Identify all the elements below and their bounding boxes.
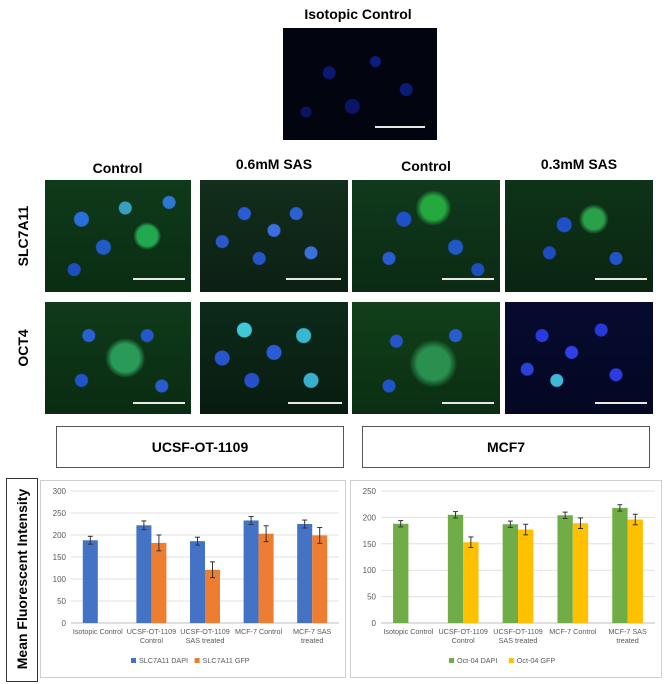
bar [297, 524, 313, 623]
x-tick-label: MCF-7 SAS [293, 627, 332, 636]
bar [463, 542, 479, 623]
scale-bar [288, 402, 342, 404]
y-tick-label: 200 [53, 531, 67, 540]
micrograph-oct4-sas-mcf7 [505, 302, 653, 414]
chart-slc7a11: 0 50 100 150 200 250 300 Isotopic Control UCSF-O… [53, 487, 339, 665]
x-tick-label: MCF-7 SAS [608, 627, 647, 636]
bar [258, 533, 274, 623]
scale-bar [133, 278, 185, 280]
x-tick-label: UCSF-OT-1109 [127, 627, 176, 636]
chart-oct4-box: 0 50 100 150 200 250 Isotopic Control UCSF-OT-1… [350, 480, 662, 678]
isotopic-control-micrograph [283, 28, 437, 140]
bar [151, 542, 167, 623]
x-tick-label: Control [140, 636, 164, 645]
x-tick-label: treated [301, 636, 323, 645]
x-tick-label: UCSF-OT-1109 [493, 627, 542, 636]
scale-bar [133, 402, 185, 404]
y-tick-label: 150 [53, 553, 67, 562]
column-title-3: Control [401, 158, 451, 174]
micrograph-oct4-sas-1109 [200, 302, 348, 414]
bar [627, 519, 643, 623]
y-tick-label: 250 [363, 487, 377, 496]
y-tick-label: 50 [367, 593, 376, 602]
x-tick-label: SAS treated [186, 636, 225, 645]
scale-bar [442, 278, 494, 280]
y-axis-title: Mean Fluorescent Intensity [14, 488, 30, 670]
bar [82, 540, 98, 623]
y-tick-label: 200 [363, 513, 377, 522]
x-tick-label: Isotopic Control [383, 627, 433, 636]
chart-oct4: 0 50 100 150 200 250 Isotopic Control UCSF-OT-1… [363, 487, 655, 665]
micrograph-slc7a11-control-1109 [45, 180, 191, 292]
legend-swatch [508, 658, 514, 663]
micrograph-oct4-control-1109 [45, 302, 191, 414]
bar [393, 523, 409, 623]
isotopic-control-title: Isotopic Control [304, 6, 412, 22]
y-tick-label: 100 [53, 575, 67, 584]
x-tick-label: Isotopic Control [73, 627, 123, 636]
group-label-ucsf-ot-1109: UCSF-OT-1109 [56, 426, 344, 468]
micrograph-slc7a11-sas-1109 [200, 180, 348, 292]
group-label-mcf7: MCF7 [362, 426, 650, 468]
x-tick-label: MCF-7 Control [235, 627, 283, 636]
legend-swatch [449, 658, 454, 663]
y-tick-label: 0 [372, 619, 377, 628]
bar [205, 569, 221, 623]
x-tick-label: Control [452, 636, 476, 645]
x-tick-label: UCSF-OT-1109 [180, 627, 229, 636]
y-axis-title-box: Mean Fluorescent Intensity [6, 478, 38, 682]
x-tick-label: treated [616, 636, 638, 645]
column-title-2: 0.6mM SAS [235, 156, 313, 172]
scale-bar [375, 126, 425, 128]
column-title-4: 0.3mM SAS [540, 156, 618, 172]
row-label-oct4: OCT4 [15, 329, 31, 367]
x-tick-label: MCF-7 Control [549, 627, 597, 636]
legend-swatch [131, 658, 136, 663]
bar [502, 524, 518, 623]
legend-entry: Oct-04 GFP [517, 656, 556, 665]
scale-bar [442, 402, 494, 404]
scale-bar [595, 402, 647, 404]
bar [557, 515, 573, 623]
micrograph-slc7a11-control-mcf7 [352, 180, 500, 292]
micrograph-oct4-control-mcf7 [352, 302, 500, 414]
row-label-slc7a11: SLC7A11 [15, 205, 31, 267]
y-tick-label: 0 [62, 619, 67, 628]
chart-slc7a11-box: 0 50 100 150 200 250 300 Isotopic Control UCSF-O… [40, 480, 346, 678]
bar [136, 525, 152, 623]
bar [612, 507, 628, 623]
x-tick-label: UCSF-OT-1109 [438, 627, 487, 636]
column-title-1: Control [92, 160, 143, 176]
legend-swatch [194, 658, 200, 663]
bar [189, 541, 205, 623]
bar [572, 523, 589, 623]
y-tick-label: 250 [53, 509, 67, 518]
bar [312, 535, 328, 623]
legend-entry: Oct-04 DAPI [457, 656, 497, 665]
legend-entry: SLC7A11 DAPI [139, 656, 188, 665]
scale-bar [595, 278, 647, 280]
scale-bar [286, 278, 341, 280]
bar [243, 520, 259, 623]
legend-entry: SLC7A11 GFP [203, 656, 250, 665]
y-tick-label: 50 [57, 597, 66, 606]
bar [518, 529, 534, 623]
bar [447, 514, 464, 623]
y-tick-label: 300 [53, 487, 67, 496]
x-tick-label: SAS treated [499, 636, 538, 645]
y-tick-label: 150 [363, 540, 377, 549]
y-tick-label: 100 [363, 566, 377, 575]
micrograph-slc7a11-sas-mcf7 [505, 180, 653, 292]
